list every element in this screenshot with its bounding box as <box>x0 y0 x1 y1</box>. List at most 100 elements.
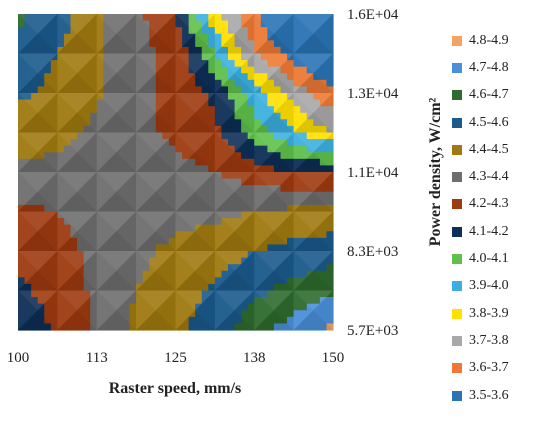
contour-cell <box>306 86 314 94</box>
contour-cell <box>287 224 295 232</box>
legend-label: 3.8-3.9 <box>469 305 509 321</box>
contour-cell <box>83 158 91 167</box>
contour-cell <box>18 99 26 107</box>
contour-cell <box>31 99 39 107</box>
contour-cell <box>96 323 104 331</box>
contour-cell <box>136 139 144 147</box>
contour-cell <box>221 152 229 160</box>
contour-cell <box>57 185 65 193</box>
contour-cell <box>195 251 203 259</box>
contour-cell <box>241 264 249 272</box>
contour-cell <box>37 86 45 94</box>
facet-shadow <box>273 172 294 212</box>
legend-swatch <box>452 254 462 265</box>
contour-cell <box>254 185 262 193</box>
contour-cell <box>37 283 45 292</box>
contour-cell <box>109 86 118 94</box>
contour-cell <box>123 40 131 48</box>
contour-cell <box>221 251 229 259</box>
contour-cell <box>319 106 328 114</box>
facet-highlight <box>175 14 215 34</box>
contour-cell <box>234 172 242 180</box>
contour-cell <box>155 79 163 88</box>
contour-cell <box>37 198 45 206</box>
contour-cell <box>280 145 288 153</box>
contour-cell <box>149 224 157 232</box>
contour-cell <box>214 53 223 61</box>
contour-cell <box>247 152 255 160</box>
contour-cell <box>63 218 72 226</box>
contour-cell <box>234 178 242 186</box>
contour-cell <box>109 158 118 167</box>
contour-cell <box>149 251 157 259</box>
facet-highlight <box>254 251 274 291</box>
contour-cell <box>267 178 275 186</box>
facet-shadow <box>77 172 97 212</box>
contour-cell <box>306 112 314 120</box>
contour-cell <box>90 310 98 318</box>
contour-cell <box>293 145 301 153</box>
contour-cell <box>116 14 124 22</box>
contour-cell <box>70 257 78 265</box>
contour-cell <box>57 145 65 153</box>
contour-cell <box>188 20 196 28</box>
contour-cell <box>214 93 223 101</box>
facet-shadow <box>254 112 294 133</box>
contour-cell <box>260 40 268 48</box>
contour-cell <box>83 178 91 186</box>
contour-cell <box>129 224 137 232</box>
contour-cell <box>149 60 157 68</box>
contour-cell <box>109 27 118 35</box>
contour-cell <box>70 132 78 140</box>
contour-cell <box>44 204 52 213</box>
contour-cell <box>123 165 131 173</box>
contour-cell <box>50 178 58 186</box>
contour-cell <box>83 20 91 28</box>
contour-cell <box>300 290 308 298</box>
contour-cell <box>247 191 255 199</box>
contour-cell <box>57 132 65 140</box>
contour-cell <box>214 283 223 292</box>
contour-cell <box>280 191 288 199</box>
contour-cell <box>129 53 137 61</box>
contour-cell <box>280 231 288 239</box>
contour-cell <box>306 119 314 127</box>
contour-cell <box>90 60 98 68</box>
contour-cell <box>123 198 131 206</box>
contour-cell <box>24 106 32 114</box>
contour-cell <box>241 237 249 246</box>
contour-cell <box>83 283 91 292</box>
contour-cell <box>136 60 144 68</box>
contour-cell <box>136 66 144 74</box>
contour-cell <box>109 152 118 160</box>
contour-cell <box>273 323 282 331</box>
contour-cell <box>18 53 26 61</box>
contour-cell <box>31 257 39 265</box>
contour-cell <box>221 66 229 74</box>
contour-cell <box>201 316 209 325</box>
contour-cell <box>234 185 242 193</box>
contour-cell <box>57 264 65 272</box>
contour-cell <box>287 310 295 318</box>
contour-cell <box>103 86 111 94</box>
contour-cell <box>96 145 104 153</box>
contour-cell <box>31 204 39 213</box>
contour-cell <box>116 99 124 107</box>
facet-shadow <box>116 211 137 251</box>
contour-cell <box>201 86 209 94</box>
facet-shadow <box>234 14 255 54</box>
contour-cell <box>70 93 78 101</box>
contour-cell <box>109 93 118 101</box>
contour-cell <box>201 244 209 252</box>
contour-cell <box>18 231 26 239</box>
contour-cell <box>319 251 328 259</box>
contour-cell <box>260 191 268 199</box>
contour-cell <box>90 172 98 180</box>
contour-cell <box>241 158 249 167</box>
contour-cell <box>254 231 262 239</box>
contour-cell <box>280 211 288 219</box>
contour-cell <box>300 27 308 35</box>
contour-cell <box>214 178 223 186</box>
contour-cell <box>70 224 78 232</box>
contour-cell <box>267 132 275 140</box>
